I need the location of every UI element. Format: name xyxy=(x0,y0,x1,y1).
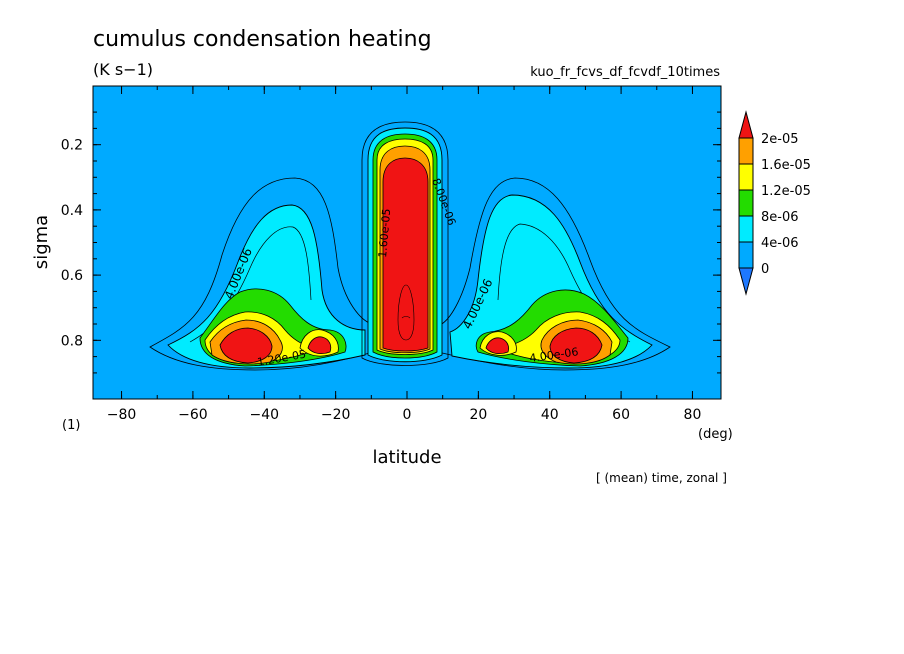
x-tick-label: −20 xyxy=(321,407,351,423)
contour-region-south xyxy=(149,177,381,371)
y-tick-label: 0.4 xyxy=(61,203,83,219)
x-tick-label: 20 xyxy=(469,407,487,423)
y-tick-label: 0.6 xyxy=(61,268,83,284)
contour-fill-2e-05-north xyxy=(549,327,603,364)
contour-line-2e-06-north xyxy=(437,177,671,371)
plot-area: 4.00e-06 4.00e-06 1.60e-05 1.20e-05 4.00… xyxy=(93,86,721,399)
y-tick-label: 0.2 xyxy=(61,138,83,154)
colorbar-label: 1.2e-05 xyxy=(761,184,811,199)
units-label: (K s−1) xyxy=(93,60,153,79)
colorbar-label: 4e-06 xyxy=(761,236,799,251)
contour-region-north xyxy=(437,177,671,371)
x-axis-label: latitude xyxy=(372,447,441,468)
contour-fill-secondary-core-north xyxy=(485,337,509,355)
colorbar-box xyxy=(738,163,754,191)
contour-fill-2e-05-equator xyxy=(382,157,429,352)
footer-note: [ (mean) time, zonal ] xyxy=(596,471,727,485)
colorbar-box xyxy=(738,137,754,165)
colorbar-label: 0 xyxy=(761,262,769,277)
contour-line-2e-06-south xyxy=(149,177,381,371)
colorbar-top-triangle xyxy=(738,110,754,139)
y-axis: 0.2 0.4 0.6 0.8 xyxy=(61,111,721,374)
contour-line-2e-06-equator xyxy=(361,121,449,366)
colorbar-bottom-triangle xyxy=(738,267,754,296)
x-tick-label: −80 xyxy=(107,407,137,423)
x-tick-label: 0 xyxy=(403,407,412,423)
colorbar: 2e-05 1.6e-05 1.2e-05 8e-06 4e-06 0 xyxy=(738,110,811,296)
contour-fill-secondary-core-south xyxy=(307,336,332,355)
colorbar-label: 1.6e-05 xyxy=(761,158,811,173)
colorbar-box xyxy=(738,215,754,243)
x-unit-label: (deg) xyxy=(698,427,733,442)
y-axis-label: sigma xyxy=(31,215,52,269)
y-unit-label: (1) xyxy=(62,418,80,433)
run-label: kuo_fr_fcvs_df_fcvdf_10times xyxy=(530,65,720,80)
contour-label: 1.60e-05 xyxy=(376,208,393,258)
y-tick-label: 0.8 xyxy=(61,333,83,349)
contour-fill-2e-05-south xyxy=(219,327,273,364)
contour-line-inner-equator xyxy=(397,284,415,341)
contour-line-inner-small xyxy=(401,316,411,319)
x-tick-label: 40 xyxy=(541,407,559,423)
x-tick-label: −40 xyxy=(249,407,279,423)
colorbar-box xyxy=(738,189,754,217)
x-tick-label: 60 xyxy=(612,407,630,423)
chart-title: cumulus condensation heating xyxy=(93,27,432,52)
x-tick-label: 80 xyxy=(684,407,702,423)
x-tick-label: −60 xyxy=(178,407,208,423)
colorbar-label: 2e-05 xyxy=(761,132,799,147)
colorbar-label: 8e-06 xyxy=(761,210,799,225)
contour-region-equator xyxy=(361,121,449,366)
x-axis: −80 −60 −40 −20 0 20 40 60 80 xyxy=(107,86,702,423)
colorbar-box xyxy=(738,241,754,269)
